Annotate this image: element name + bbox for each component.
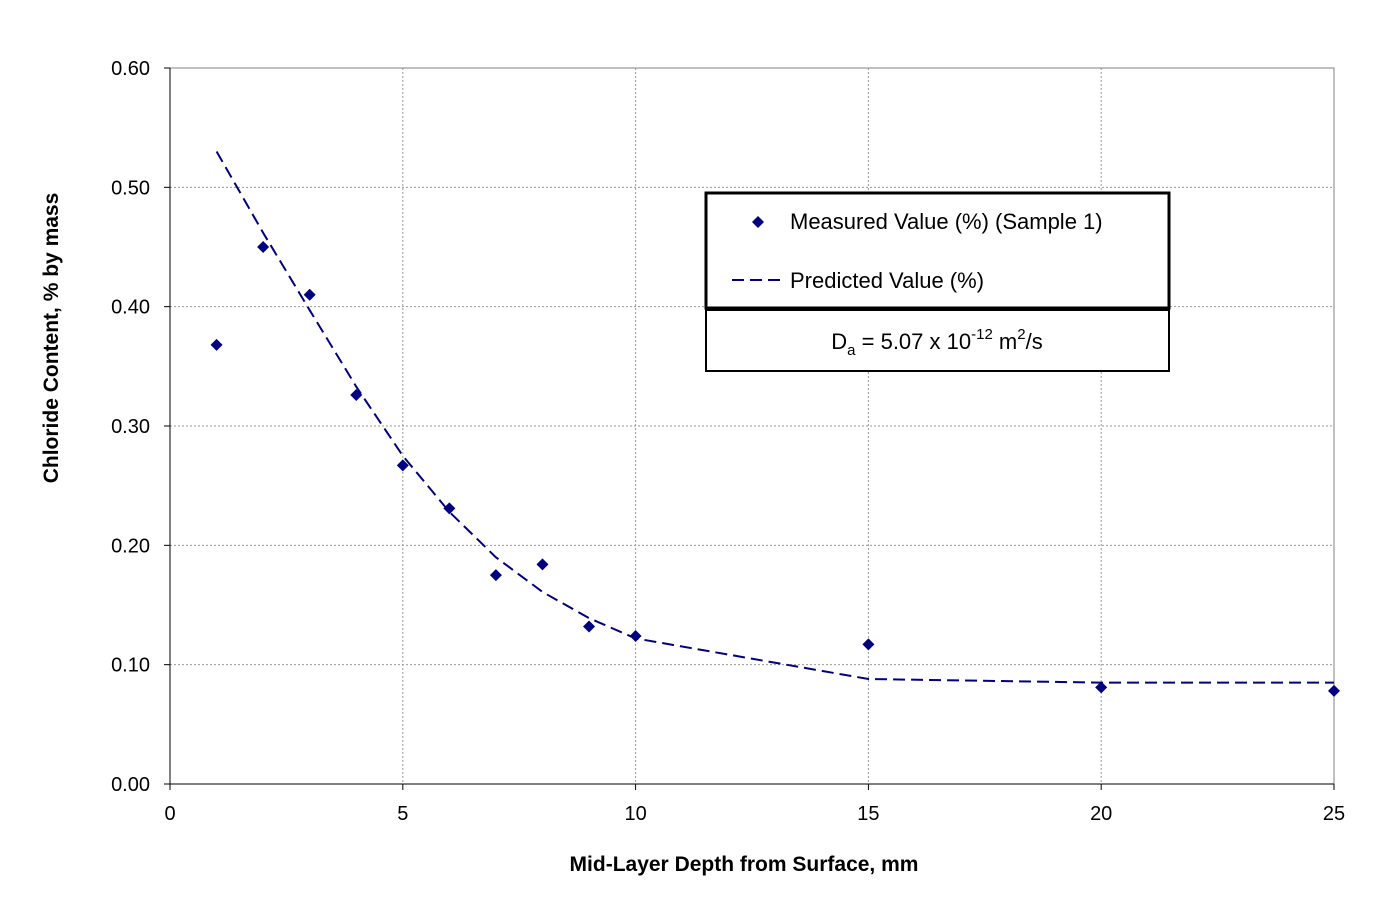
measured-point	[583, 620, 596, 633]
legend-label-predicted: Predicted Value (%)	[790, 268, 984, 293]
annotation-text: Da = 5.07 x 10-12 m2/s	[831, 326, 1042, 359]
x-tick-labels: 0 5 10 15 20 25	[164, 803, 1345, 825]
x-tick-label: 0	[164, 803, 175, 825]
axes	[164, 67, 1335, 790]
y-tick-label: 0.10	[111, 655, 150, 677]
y-tick-label: 0.40	[111, 297, 150, 319]
y-tick-label: 0.50	[111, 177, 150, 199]
annotation-box	[705, 309, 1170, 372]
measured-point	[303, 288, 316, 301]
x-tick-label: 5	[397, 803, 408, 825]
x-tick-label: 10	[624, 803, 646, 825]
x-tick-label: 20	[1090, 803, 1112, 825]
y-tick-labels: 0.00 0.10 0.20 0.30 0.40 0.50 0.60	[111, 58, 150, 796]
x-tick-label: 25	[1323, 803, 1345, 825]
legend-box	[704, 191, 1171, 310]
measured-point	[396, 459, 409, 472]
x-tick-label: 15	[857, 803, 879, 825]
diffusion-annotation: Da = 5.07 x 10-12 m2/s	[705, 309, 1170, 372]
measured-point	[536, 558, 549, 571]
grid-lines	[170, 68, 1334, 784]
y-tick-label: 0.60	[111, 58, 150, 80]
y-tick-label: 0.00	[111, 774, 150, 796]
y-axis-title: Chloride Content, % by mass	[40, 193, 63, 484]
legend: Measured Value (%) (Sample 1) Predicted …	[704, 191, 1171, 310]
measured-point	[257, 241, 270, 253]
measured-point	[629, 630, 642, 643]
x-axis-title: Mid-Layer Depth from Surface, mm	[570, 853, 919, 876]
measured-point	[489, 569, 502, 582]
y-tick-label: 0.20	[111, 535, 150, 557]
measured-point	[210, 338, 223, 351]
y-tick-label: 0.30	[111, 416, 150, 438]
measured-point	[1095, 681, 1108, 694]
measured-point	[1328, 684, 1340, 697]
measured-point	[350, 388, 363, 401]
legend-label-measured: Measured Value (%) (Sample 1)	[790, 209, 1103, 234]
legend-marker-measured	[752, 216, 764, 228]
series	[210, 151, 1340, 697]
measured-point	[862, 638, 875, 651]
measured-point	[443, 502, 456, 515]
predicted-line	[215, 151, 1334, 684]
